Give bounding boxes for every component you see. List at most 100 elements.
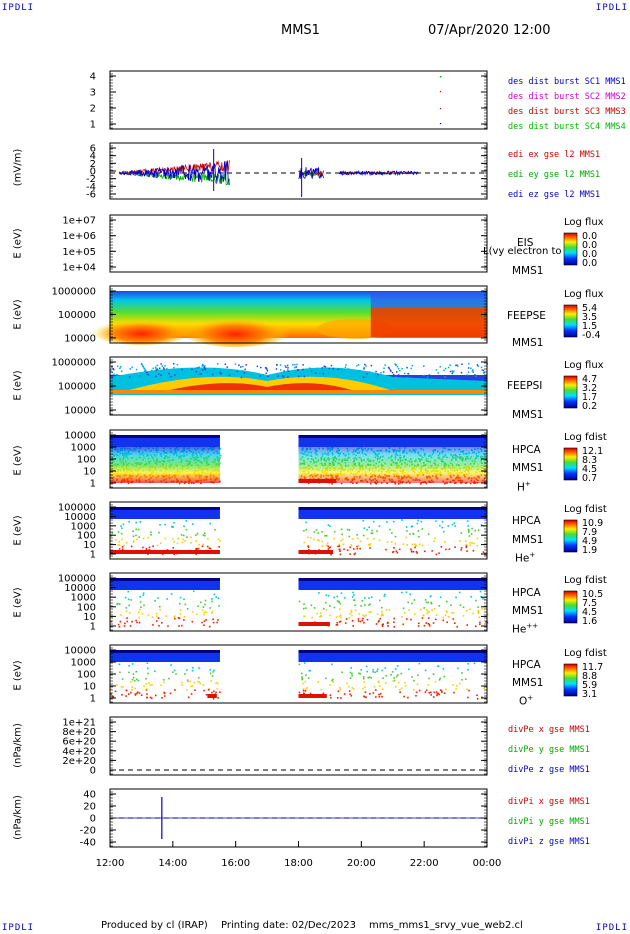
feepsi-noise-point	[451, 372, 454, 375]
hpca-hepp-pixel	[353, 599, 356, 601]
feepsi-noise-point	[451, 370, 454, 372]
hpca-o-pixel	[395, 675, 398, 678]
hpca-he-pixel	[416, 552, 418, 554]
hpca-o-pixel	[149, 684, 151, 687]
feepsi-noise-point	[294, 363, 296, 366]
hpca-he-pixel	[313, 531, 316, 533]
hpca-he-pixel	[321, 545, 324, 547]
feepsi-noise-point	[259, 375, 262, 377]
hpca-he-pixel	[416, 522, 419, 525]
hpca-o-pixel	[434, 680, 437, 683]
divpi-tick-label: 0	[90, 814, 96, 825]
feepsi-noise-point	[359, 369, 361, 372]
feepse-colorbar-title: Log flux	[564, 289, 604, 300]
feepsi-noise-point	[449, 364, 451, 366]
feepsi-noise-point	[404, 372, 406, 375]
hpca-hepp-pixel	[211, 598, 213, 600]
hpca-o-pixel	[190, 685, 192, 688]
hpca_hepp-colorbar	[563, 590, 578, 624]
hpca-o-pixel	[376, 670, 378, 673]
hpca-he-pixel	[120, 525, 122, 528]
hpca-hepp-pixel	[351, 619, 354, 622]
hpca-o-pixel	[202, 684, 205, 686]
hpca-hepp-pixel	[318, 592, 320, 594]
hpca-hepp-pixel	[381, 606, 383, 609]
hpca-o-pixel	[467, 662, 470, 665]
feepsi-noise-point	[467, 371, 470, 373]
hpca-o-pixel	[349, 693, 351, 696]
hpca-he-pixel	[438, 552, 440, 554]
feepsi-noise-point	[472, 369, 474, 371]
feepsi-colorbar-title: Log flux	[564, 360, 604, 371]
hpca-hepp-pixel	[339, 620, 342, 623]
hpca-hepp-pixel	[213, 593, 216, 596]
hpca-o-pixel	[163, 681, 165, 684]
hpca-he-pixel	[315, 529, 318, 531]
feepsi-noise-point	[394, 375, 396, 378]
hpca-hepp-pixel	[350, 611, 353, 614]
x-tick-label: 20:00	[347, 858, 376, 869]
hpca-hepp-pixel	[444, 614, 447, 616]
feepsi-noise-point	[397, 367, 400, 370]
hpca-hepp-pixel	[370, 611, 372, 613]
hpca-hepp-pixel	[428, 624, 431, 626]
hpca-o-pixel	[425, 689, 428, 692]
hpca-hepp-pixel	[474, 625, 477, 628]
feepse-colorbar-value: 3.5	[582, 312, 598, 323]
hpca-hepp-pixel	[128, 604, 130, 607]
feepsi-noise-point	[155, 367, 157, 369]
feepsi-noise-point	[321, 367, 324, 369]
burst-legend-entry: des dist burst SC4 MMS4	[508, 122, 626, 132]
hpca-he-pixel	[316, 539, 319, 541]
hpca-o-pixel	[146, 662, 149, 665]
hpca-hepp-pixel	[385, 609, 388, 611]
hpca-hepp-pixel	[339, 608, 341, 611]
hpca-hepp-pixel	[481, 608, 484, 610]
hpca-h-pixel	[355, 482, 358, 484]
hpca-h-top-band	[298, 435, 487, 438]
hpca-o-pixel	[212, 697, 215, 700]
hpca-he-pixel	[137, 528, 140, 531]
feepsi-noise-point	[324, 375, 327, 378]
feepsi-colorbar-value: 0.2	[582, 401, 598, 412]
hpca-hepp-pixel	[363, 621, 365, 624]
feepsi-noise-point	[392, 374, 395, 377]
spacecraft-title: MMS1	[281, 23, 320, 38]
hpca-hepp-pixel	[470, 596, 472, 598]
feepsi-noise-point	[173, 366, 175, 369]
hpca-he-species-label: He+	[515, 551, 536, 565]
hpca-o-pixel	[378, 685, 381, 687]
hpca-he-pixel	[353, 553, 356, 556]
hpca-hepp-pixel	[377, 620, 380, 623]
feepsi-noise-point	[474, 375, 477, 378]
hpca-o-pixel	[147, 672, 149, 675]
edi-legend-entry: edi ey gse l2 MMS1	[508, 170, 601, 180]
hpca-he-pixel	[369, 543, 372, 545]
x-tick-label: 18:00	[284, 858, 313, 869]
hpca-hepp-pixel	[348, 616, 351, 619]
hpca-he-pixel	[406, 530, 408, 532]
hpca-o-pixel	[360, 669, 363, 671]
burst-tick-label: 4	[90, 72, 96, 83]
hpca-o-pixel	[301, 676, 303, 678]
hpca-o-pixel	[430, 694, 432, 696]
feepsi-noise-point	[482, 369, 485, 372]
hpca-o-pixel	[298, 663, 301, 666]
hpca-he-pixel	[339, 550, 341, 552]
hpca-hepp-pixel	[178, 617, 181, 620]
feepsi-noise-point	[287, 367, 289, 369]
hpca_he-frame	[109, 501, 488, 560]
burst-mark	[439, 76, 442, 78]
hpca-hepp-pixel	[117, 623, 120, 626]
feepsi-noise-point	[383, 367, 385, 369]
hpca-o-pixel	[110, 688, 112, 690]
hpca-he-pixel	[451, 523, 454, 526]
divpi-tick-label: -20	[80, 826, 96, 837]
hpca-hepp-pixel	[368, 597, 370, 599]
corner-label-bottom-left: IPDLI	[2, 923, 35, 933]
hpca-hepp-pixel	[183, 598, 185, 601]
hpca-o-pixel	[396, 665, 399, 667]
hpca_h-colorbar-value: 8.3	[582, 455, 598, 466]
hpca-he-pixel	[447, 525, 450, 527]
hpca-hepp-pixel	[427, 617, 430, 619]
